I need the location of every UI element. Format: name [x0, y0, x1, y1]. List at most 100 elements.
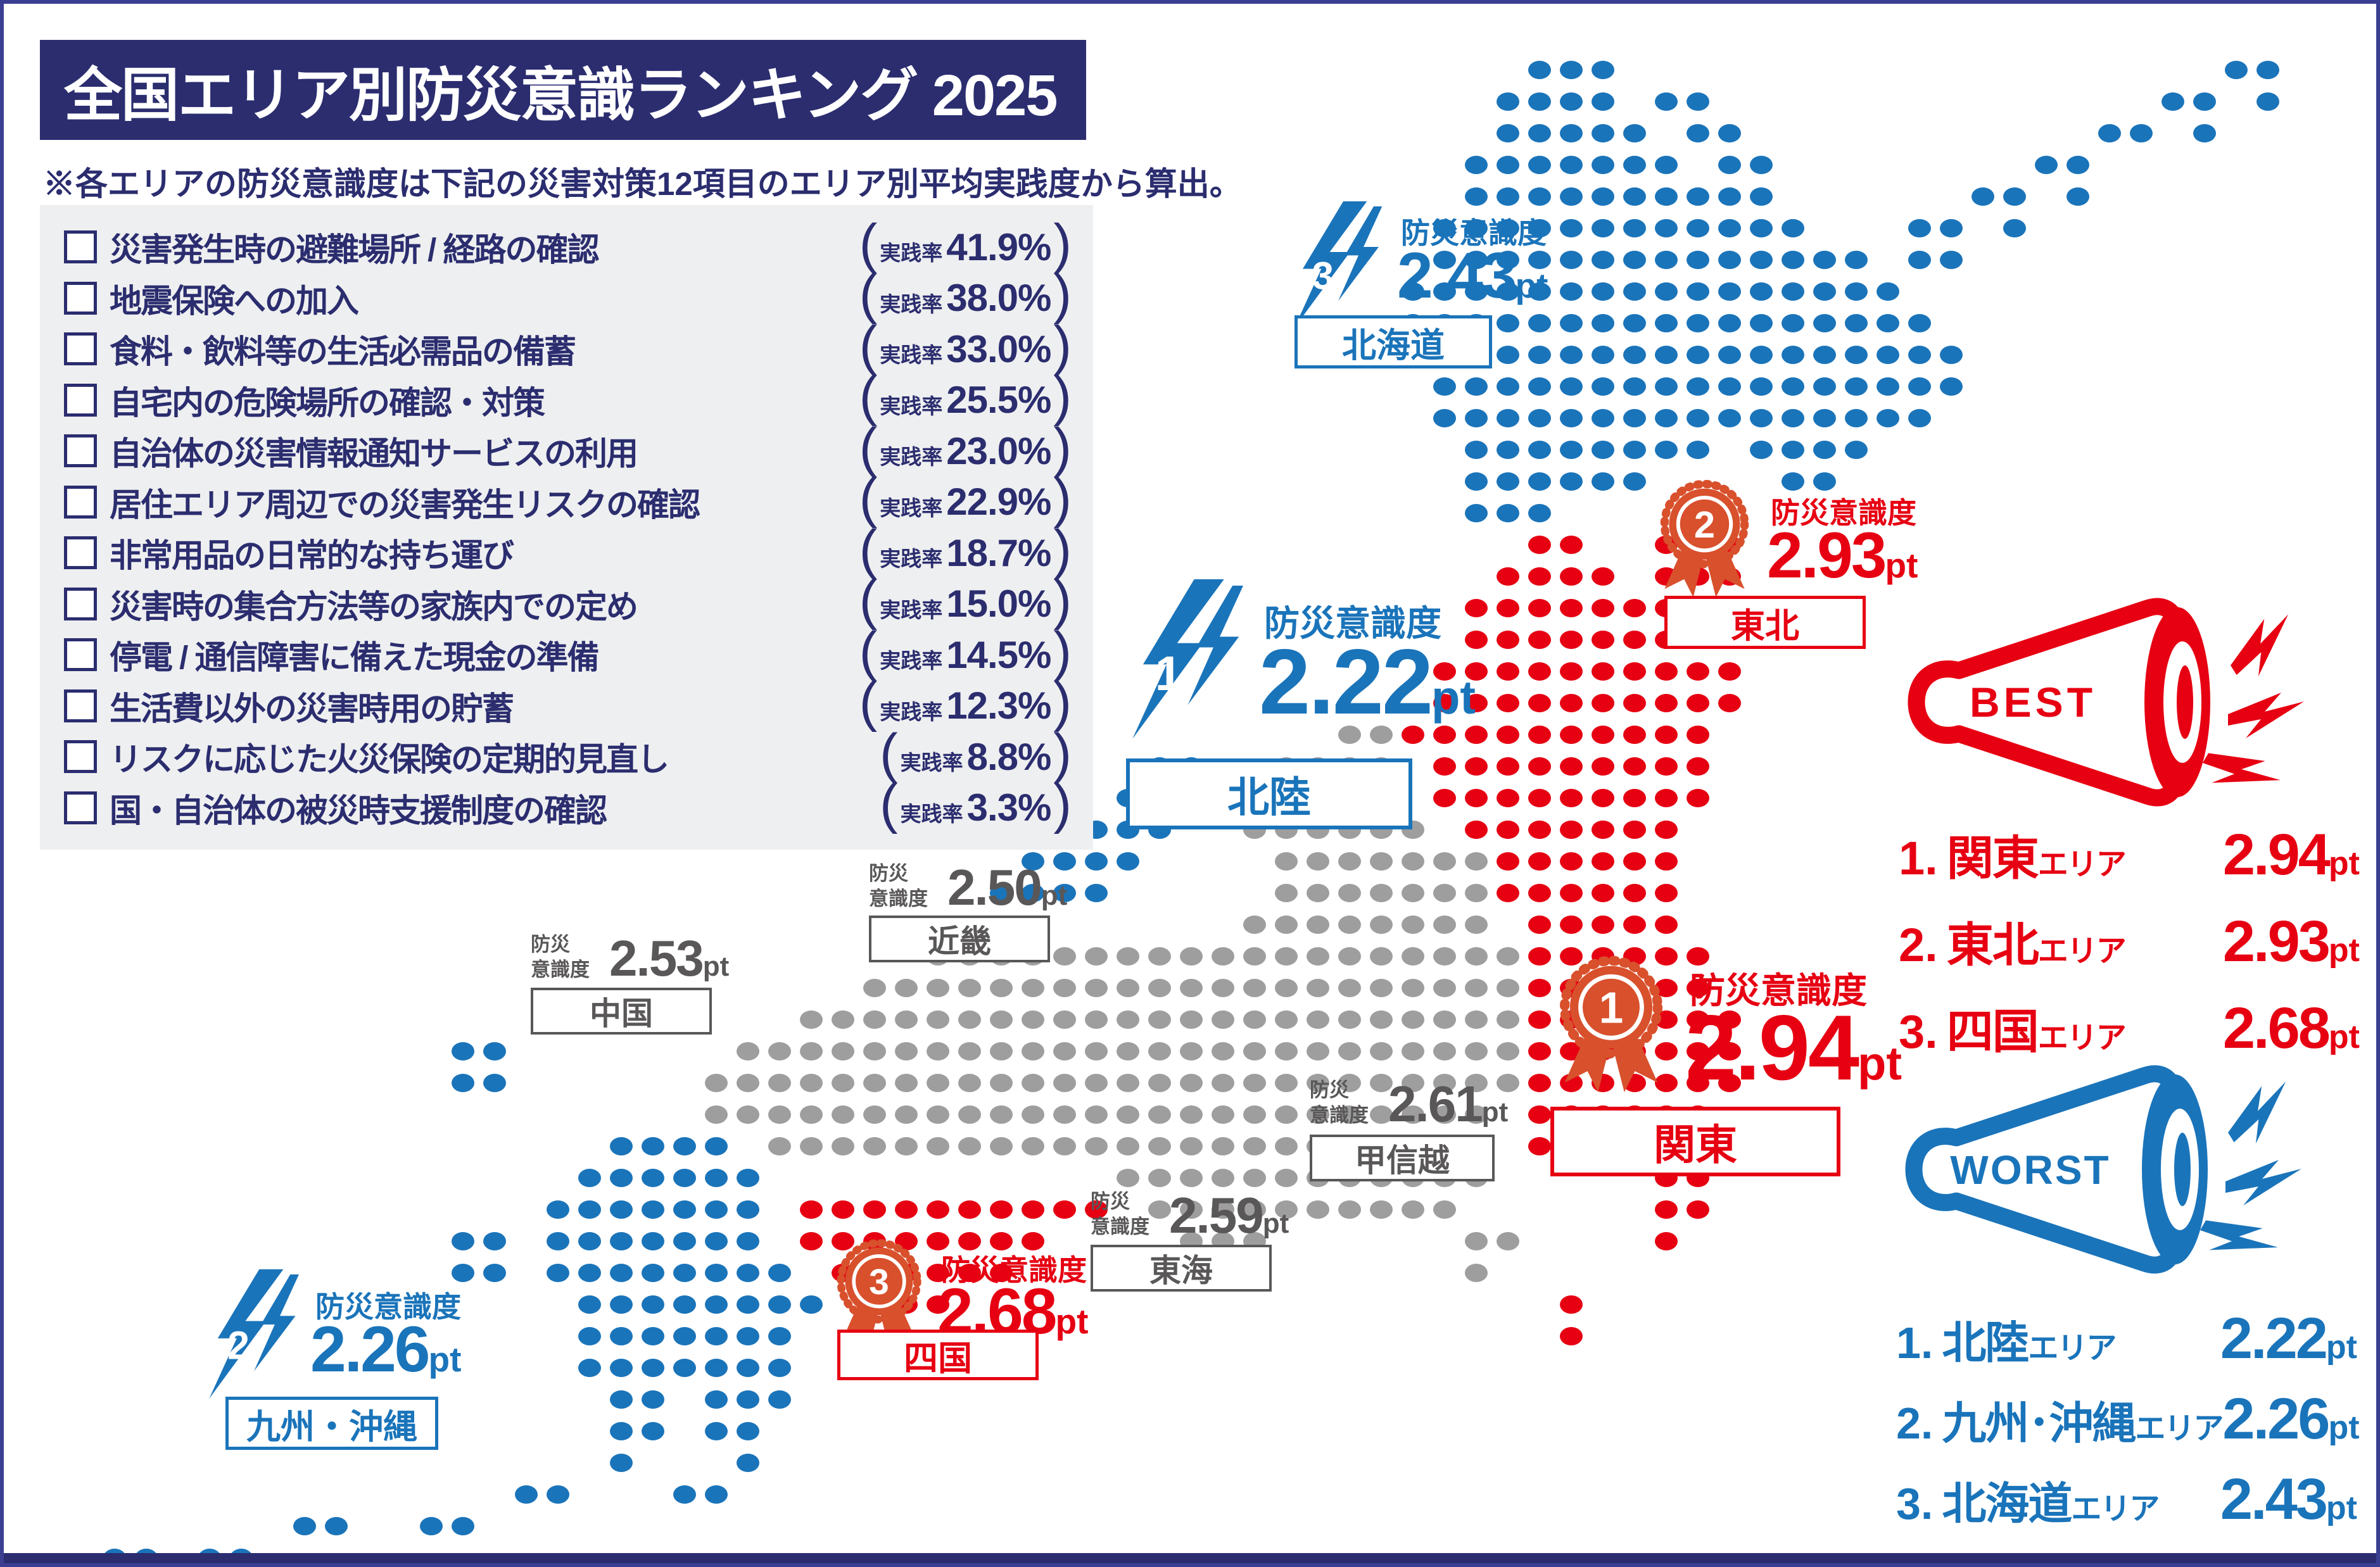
- map-dot: [1180, 1169, 1203, 1187]
- japan-dot-map: [4, 4, 2376, 1563]
- map-dot: [1782, 251, 1804, 269]
- map-dot: [768, 1390, 791, 1409]
- checklist-item: 災害発生時の避難場所 / 経路の確認 (実践率 41.9%): [64, 213, 1072, 274]
- map-dot: [1433, 1074, 1456, 1092]
- map-dot: [832, 1137, 854, 1155]
- map-dot: [1053, 1010, 1076, 1029]
- map-dot: [1592, 282, 1614, 301]
- map-dot: [1275, 1010, 1298, 1029]
- map-dot: [2003, 187, 2026, 206]
- map-dot: [1560, 92, 1583, 111]
- map-dot: [452, 1042, 474, 1060]
- practice-rate-prefix: 実践率: [880, 394, 943, 418]
- map-dot: [1528, 156, 1551, 174]
- map-dot: [1623, 282, 1646, 301]
- map-dot: [1528, 346, 1551, 364]
- map-dot: [1718, 409, 1741, 427]
- map-dot: [2098, 124, 2121, 142]
- metric-label: 防災意識度: [1264, 603, 1441, 643]
- map-dot: [642, 1264, 664, 1282]
- map-dot: [1243, 1169, 1266, 1187]
- map-dot: [1148, 947, 1171, 966]
- map-dot: [1655, 282, 1678, 301]
- map-dot: [1497, 884, 1519, 902]
- best-label: BEST: [1970, 679, 2096, 726]
- map-dot: [1560, 346, 1583, 364]
- map-dot: [1497, 947, 1519, 966]
- map-dot: [1022, 1074, 1044, 1092]
- map-dot: [800, 1200, 823, 1219]
- checkbox-icon: [64, 536, 97, 570]
- map-dot: [1433, 1105, 1456, 1124]
- map-dot: [1465, 1264, 1488, 1282]
- metric-label: 防災意識度: [1771, 496, 1916, 529]
- practice-rate: (実践率 23.0%): [859, 417, 1072, 482]
- metric-label: 防災意識度: [869, 862, 928, 910]
- map-dot: [1623, 916, 1646, 934]
- map-dot: [1465, 1074, 1488, 1092]
- metric-label: 防災意識度: [1310, 1079, 1369, 1126]
- ranking-rank: 1.: [1896, 1318, 1934, 1368]
- map-dot: [1497, 662, 1519, 681]
- map-dot: [1053, 1074, 1076, 1092]
- map-dot: [1243, 1042, 1266, 1060]
- map-dot: [800, 1010, 823, 1029]
- ranking-rank: 3.: [1896, 1479, 1934, 1528]
- map-dot: [1307, 1042, 1329, 1060]
- practice-rate-prefix: 実践率: [900, 751, 963, 775]
- map-dot: [673, 1485, 696, 1504]
- map-dot: [895, 1105, 918, 1124]
- map-dot: [1338, 852, 1361, 871]
- map-dot: [737, 1074, 759, 1092]
- map-dot: [1433, 219, 1456, 237]
- map-dot: [1718, 187, 1741, 206]
- map-dot: [768, 1074, 791, 1092]
- ranking-row: 1. 関東エリア 2.94pt: [1899, 821, 2360, 888]
- checklist-item: 非常用品の日常的な持ち運び (実践率 18.7%): [64, 519, 1072, 580]
- worst-list: 1. 北陸エリア 2.22pt 2. 九州･沖縄エリア 2.26pt 3. 北海道エリア 2.4…: [1896, 1306, 2360, 1547]
- map-dot: [1497, 757, 1519, 776]
- map-dot: [705, 1137, 728, 1155]
- map-dot: [610, 1359, 633, 1377]
- region-label: 東海: [1091, 1245, 1272, 1292]
- ranking-score-unit: pt: [2328, 1409, 2360, 1446]
- map-dot: [1592, 156, 1614, 174]
- map-dot: [768, 1137, 791, 1155]
- map-dot: [1845, 346, 1868, 364]
- ranking-area-suffix: エリア: [2135, 1412, 2224, 1445]
- map-dot: [578, 1264, 601, 1282]
- map-dot: [1877, 346, 1899, 364]
- map-dot: [1465, 916, 1488, 934]
- map-dot: [1655, 409, 1678, 427]
- map-dot: [800, 1042, 823, 1060]
- map-dot: [2193, 124, 2216, 142]
- map-dot: [1465, 821, 1488, 839]
- map-dot: [1560, 631, 1583, 649]
- map-dot: [1053, 1137, 1076, 1155]
- checkbox-icon: [64, 383, 97, 417]
- checkbox-icon: [64, 689, 97, 722]
- map-dot: [768, 1295, 791, 1314]
- map-dot: [1022, 1232, 1044, 1250]
- map-dot: [1528, 409, 1551, 427]
- map-dot: [1687, 282, 1709, 301]
- paren-close: ): [1053, 315, 1072, 376]
- map-dot: [1687, 251, 1709, 269]
- map-dot: [610, 1200, 633, 1219]
- checkbox-icon: [64, 230, 97, 264]
- map-dot: [1655, 1232, 1678, 1250]
- map-dot: [1497, 409, 1519, 427]
- map-dot: [1212, 947, 1234, 966]
- map-dot: [1687, 1042, 1709, 1060]
- map-dot: [1497, 156, 1519, 174]
- map-dot: [1338, 1010, 1361, 1029]
- map-dot: [1560, 187, 1583, 206]
- paren-close: ): [1053, 468, 1072, 529]
- map-dot: [1338, 1200, 1361, 1219]
- map-dot: [768, 1105, 791, 1124]
- ranking-area-suffix: エリア: [2037, 1021, 2127, 1055]
- map-dot: [1718, 219, 1741, 237]
- ranking-area-name: 関東エリア: [1946, 832, 2127, 884]
- map-dot: [958, 1074, 981, 1092]
- map-dot: [1528, 441, 1551, 459]
